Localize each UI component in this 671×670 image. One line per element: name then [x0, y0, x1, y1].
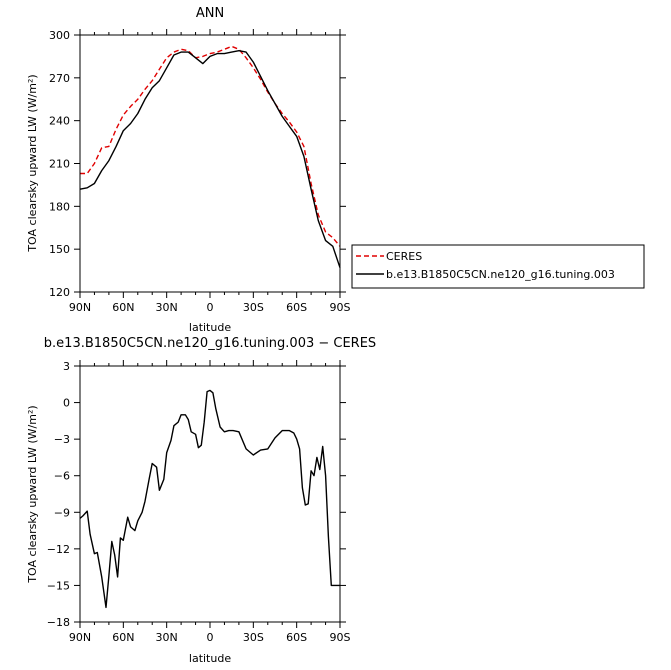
- bottom-x-tick-label: 90S: [330, 631, 351, 644]
- bottom-chart-title: b.e13.B1850C5CN.ne120_g16.tuning.003 − C…: [44, 336, 376, 351]
- bottom-x-tick-label: 0: [207, 631, 214, 644]
- legend-box: [351, 244, 645, 289]
- bottom-y-tick-label: −6: [54, 470, 70, 483]
- bottom-x-tick-label: 30N: [156, 631, 178, 644]
- bottom-plot-frame: [79, 365, 341, 623]
- bottom-series-line-0: [79, 389, 340, 609]
- top-y-tick-label: 210: [49, 158, 70, 171]
- bottom-axis-ticks: 90N 60N 30N 0 30S 60S 90S −18 −15 −12 −9 −6 −3 0 3: [47, 360, 351, 644]
- bottom-y-tick-label: 3: [63, 360, 70, 373]
- top-x-tick-label: 30N: [156, 301, 178, 314]
- bottom-y-tick-label: −15: [47, 579, 70, 592]
- legend-label-ceres: CERES: [386, 250, 422, 263]
- bottom-y-tick-label: −3: [54, 433, 70, 446]
- bottom-y-tick-label: −18: [47, 616, 70, 629]
- top-y-tick-label: 300: [49, 29, 70, 42]
- top-x-tick-label: 90S: [330, 301, 351, 314]
- top-axis-ticks: 90N 60N 30N 0 30S 60S 90S 120 150 180 210 240 270 300: [49, 29, 351, 314]
- top-y-axis-label: TOA clearsky upward LW (W/m²): [26, 74, 39, 252]
- legend: CERES b.e13.B1850C5CN.ne120_g16.tuning.0…: [351, 244, 645, 289]
- top-panel: ANN 90N 60N 30N 0 30S 60S 90S 120 150 180 210 240 27…: [26, 6, 351, 334]
- top-x-tick-label: 60N: [112, 301, 134, 314]
- top-series-line-1: [79, 50, 341, 268]
- top-plot-frame: [79, 34, 341, 293]
- top-y-tick-label: 270: [49, 72, 70, 85]
- bottom-y-tick-label: −12: [47, 543, 70, 556]
- bottom-x-tick-label: 30S: [243, 631, 264, 644]
- top-chart-title: ANN: [196, 6, 224, 21]
- top-x-tick-label: 90N: [69, 301, 91, 314]
- top-y-tick-label: 180: [49, 200, 70, 213]
- top-series-line-0: [80, 45, 341, 247]
- bottom-x-axis-label: latitude: [189, 652, 231, 665]
- bottom-series-layer: [79, 389, 340, 609]
- bottom-y-tick-label: 0: [63, 397, 70, 410]
- bottom-panel: b.e13.B1850C5CN.ne120_g16.tuning.003 − C…: [26, 336, 376, 665]
- bottom-x-tick-label: 90N: [69, 631, 91, 644]
- bottom-x-tick-label: 60S: [286, 631, 307, 644]
- top-x-tick-label: 30S: [243, 301, 264, 314]
- top-y-tick-label: 240: [49, 115, 70, 128]
- bottom-x-tick-label: 60N: [112, 631, 134, 644]
- legend-label-model: b.e13.B1850C5CN.ne120_g16.tuning.003: [386, 268, 615, 281]
- top-y-tick-label: 150: [49, 243, 70, 256]
- bottom-y-axis-label: TOA clearsky upward LW (W/m²): [26, 405, 39, 583]
- top-y-tick-label: 120: [49, 286, 70, 299]
- top-x-tick-label: 0: [207, 301, 214, 314]
- top-x-tick-label: 60S: [286, 301, 307, 314]
- bottom-y-tick-label: −9: [54, 506, 70, 519]
- top-x-axis-label: latitude: [189, 321, 231, 334]
- top-series-layer: [79, 45, 341, 268]
